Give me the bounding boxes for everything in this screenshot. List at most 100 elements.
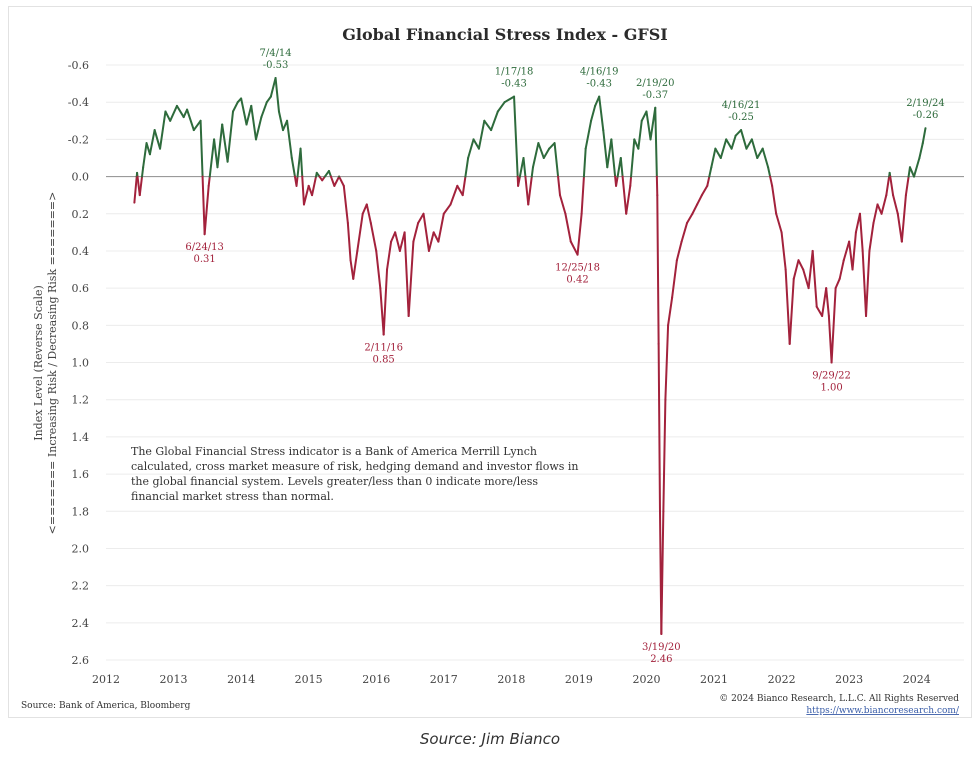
series-segment	[513, 95, 519, 178]
series-segment	[290, 156, 296, 178]
x-tick-label: 2023	[835, 673, 863, 686]
data-point	[321, 179, 324, 182]
series-segment	[269, 77, 277, 98]
series-segment	[838, 259, 845, 280]
data-point	[888, 171, 891, 174]
annotation-value: -0.37	[642, 90, 668, 101]
series-segment	[582, 147, 587, 178]
series-segment	[640, 110, 648, 122]
series-segment	[148, 129, 156, 156]
chart-title: Global Financial Stress Index - GFSI	[342, 25, 668, 44]
series-segment	[602, 129, 609, 169]
series-segment	[175, 104, 185, 119]
data-point	[771, 184, 774, 187]
series-segment	[553, 142, 560, 178]
annotation-date: 7/4/14	[259, 48, 291, 59]
data-point	[564, 212, 567, 215]
data-point	[394, 231, 397, 234]
data-point	[245, 123, 248, 126]
series-segment	[412, 222, 420, 243]
series-segment	[691, 203, 699, 215]
data-point	[412, 240, 415, 243]
series-segment	[680, 222, 689, 243]
data-point	[169, 119, 172, 122]
annotation-value: 1.00	[820, 383, 842, 394]
y-tick-label: 2.4	[72, 617, 90, 630]
series-segment	[662, 398, 667, 513]
data-point	[625, 212, 628, 215]
data-point	[328, 170, 330, 172]
x-axis-ticks: 2012 2013 2014 2015 2016 2017 2018 2019 2020 2021…	[92, 673, 931, 686]
data-point	[369, 222, 372, 224]
series-segment	[531, 142, 540, 169]
data-point	[375, 250, 378, 252]
website-link[interactable]: https://www.biancoresearch.com/	[806, 706, 960, 716]
series-segment	[675, 240, 683, 262]
y-tick-label: 0.8	[72, 319, 90, 332]
series-segment	[908, 166, 916, 178]
data-point	[295, 184, 298, 187]
data-point	[750, 138, 753, 141]
x-tick-label: 2024	[903, 673, 931, 686]
series-segment	[580, 175, 585, 215]
data-point	[830, 361, 833, 364]
y-tick-label: 1.6	[72, 468, 90, 481]
data-point	[815, 305, 818, 308]
series-segment	[199, 119, 204, 178]
series-segment	[900, 194, 907, 243]
data-point	[133, 201, 136, 204]
data-point	[390, 240, 392, 243]
series-segment	[530, 166, 534, 178]
data-point	[896, 212, 899, 215]
y-tick-label: 1.4	[72, 431, 90, 444]
data-point	[842, 259, 845, 262]
data-point	[615, 184, 617, 187]
data-point	[861, 250, 864, 252]
note-line-1: The Global Financial Stress indicator is…	[131, 445, 537, 458]
data-point	[594, 105, 597, 107]
data-point	[691, 212, 694, 215]
series-segment	[807, 249, 814, 290]
series-segment	[740, 129, 748, 150]
data-point	[432, 231, 435, 234]
series-segment	[365, 203, 372, 225]
y-tick-label: 0.6	[72, 282, 90, 295]
data-point	[203, 233, 206, 236]
series-segment	[629, 175, 633, 187]
data-point	[365, 203, 368, 206]
image-caption: Source: Jim Bianco	[419, 730, 561, 748]
series-segment	[338, 175, 345, 187]
data-point	[527, 203, 530, 206]
series-segment	[730, 134, 737, 150]
data-point	[872, 222, 875, 224]
series-segment	[456, 184, 464, 197]
series-segment	[461, 175, 467, 197]
data-point	[226, 160, 229, 163]
data-point	[671, 296, 674, 299]
annotations: 6/24/130.31 7/4/14-0.53 2/11/160.85 1/17/18…	[185, 48, 944, 665]
data-point	[361, 212, 364, 215]
series-segment	[921, 127, 927, 145]
data-point	[700, 194, 703, 197]
data-point	[299, 147, 302, 150]
data-point	[633, 138, 636, 141]
data-point	[606, 166, 609, 169]
series-segment	[240, 97, 248, 126]
series-segment	[584, 119, 593, 150]
data-point	[407, 315, 410, 317]
annotation-value: -0.53	[263, 60, 289, 71]
data-point	[449, 203, 452, 206]
data-point	[338, 175, 340, 178]
series-segment	[524, 175, 530, 206]
data-point	[602, 129, 605, 131]
series-segment	[792, 259, 800, 280]
x-tick-label: 2021	[700, 673, 728, 686]
data-point	[660, 633, 663, 635]
data-point	[706, 184, 709, 187]
series-segment	[141, 166, 145, 178]
data-point	[827, 315, 830, 317]
data-point	[825, 287, 828, 290]
series-segment	[896, 212, 903, 243]
series-segment	[725, 138, 733, 150]
y-axis-ticks: -0.6 -0.4 -0.2 0.0 0.2 0.4 0.6 0.8 1.0 1.2 1.4 1.6 1…	[68, 59, 89, 667]
